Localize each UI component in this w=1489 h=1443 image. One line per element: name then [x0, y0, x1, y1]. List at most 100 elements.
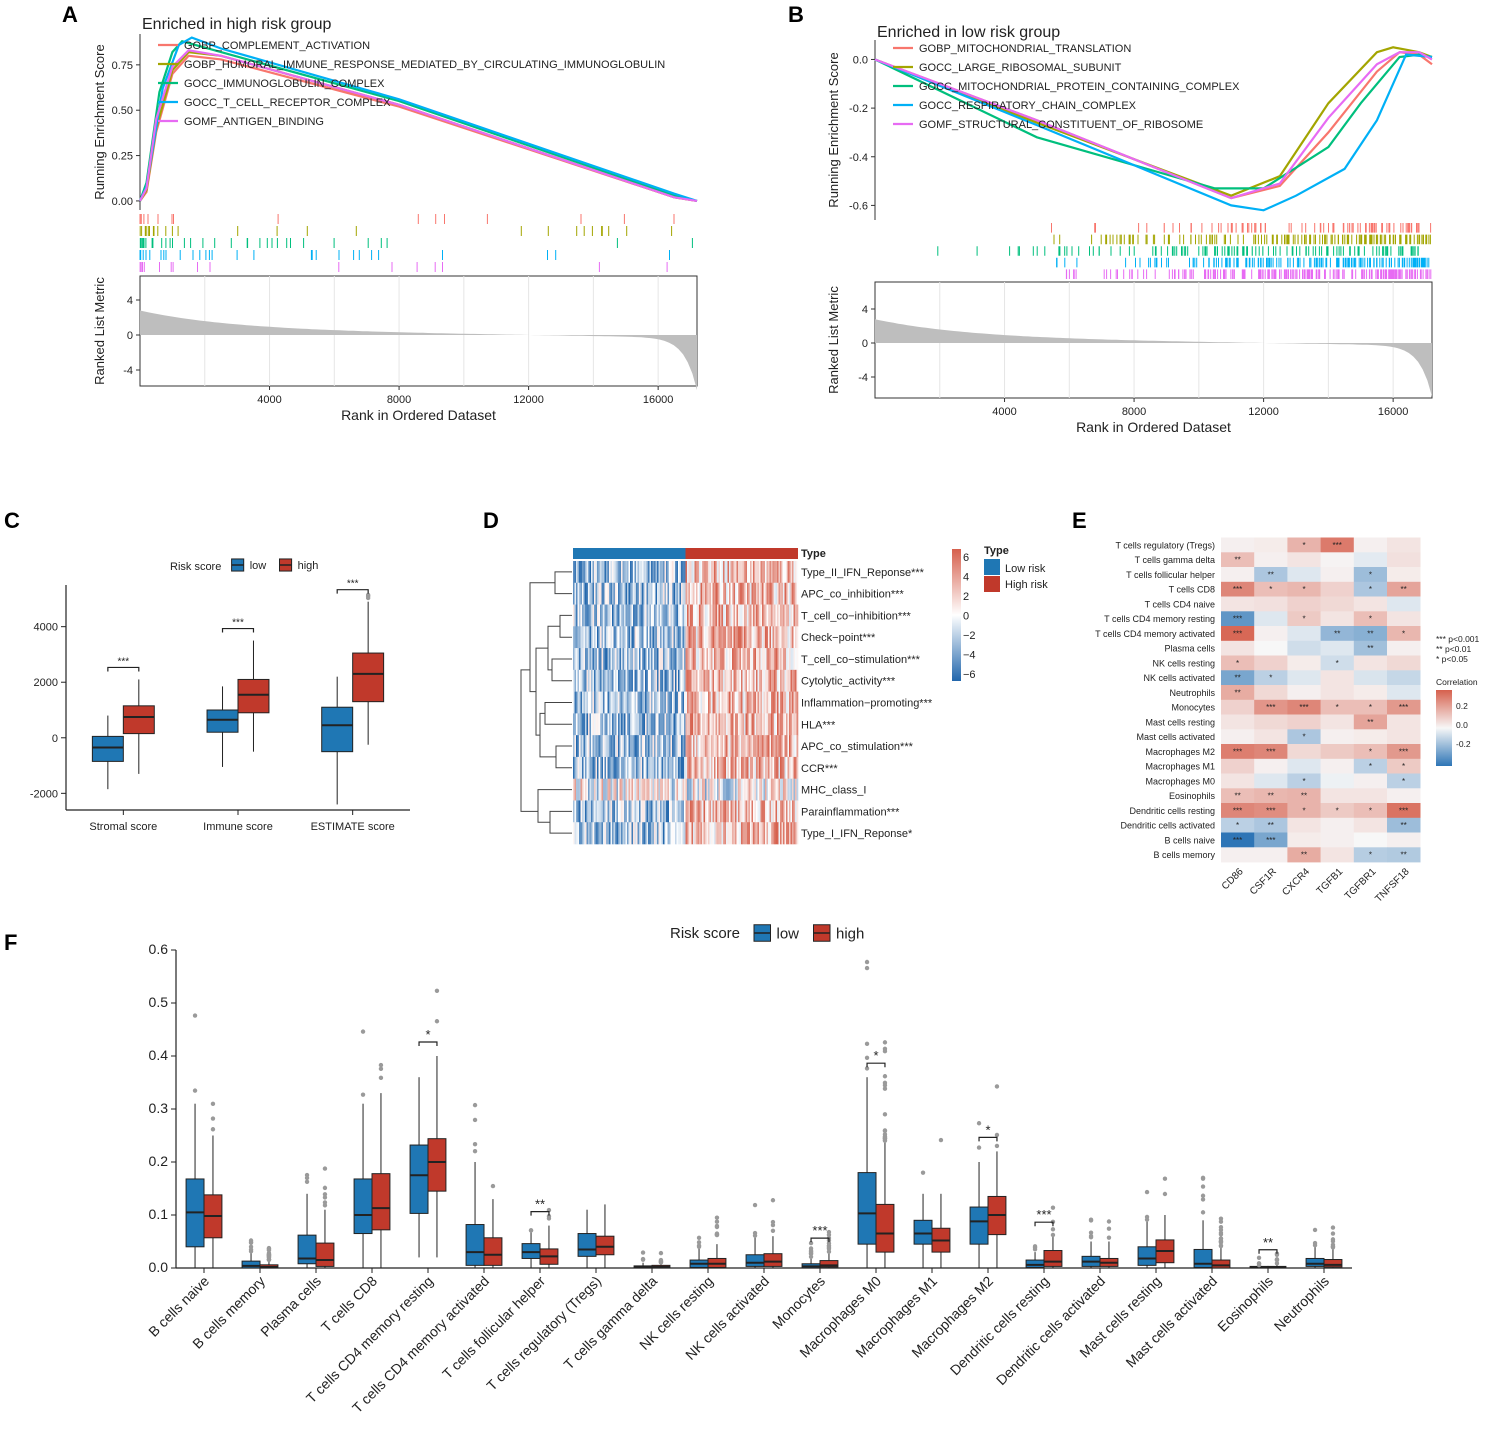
panel-d-cell-3-131 [769, 626, 772, 649]
panel-e-cell-12-4 [1353, 714, 1388, 730]
panel-d-cell-0-79 [691, 561, 694, 584]
panel-d-cell-10-77 [688, 778, 691, 801]
panel-d-cell-9-48 [645, 756, 647, 779]
panel-d-cell-7-95 [715, 713, 718, 736]
panel-d-cell-8-49 [646, 735, 649, 758]
panel-d-cell-10-90 [708, 778, 710, 801]
panel-d-cell-7-106 [732, 713, 734, 736]
panel-e-cell-15-1 [1254, 758, 1288, 774]
panel-d-cell-11-70 [678, 800, 680, 823]
panel-d-cell-8-70 [678, 735, 680, 758]
panel-d-cell-2-71 [679, 604, 682, 627]
panel-e-cell-15-4 [1353, 758, 1388, 774]
panel-e-cell-6-2 [1287, 626, 1321, 642]
panel-e-cell-19-1 [1254, 817, 1288, 833]
panel-d-cell-2-20 [603, 604, 605, 627]
panel-d-cell-11-40 [633, 800, 635, 823]
panel-d-cell-3-64 [669, 626, 671, 649]
panel-d-cell-11-139 [781, 800, 784, 823]
panel-d-cell-1-18 [600, 582, 602, 605]
panel-d-cell-11-78 [690, 800, 692, 823]
panel-d-cell-0-143 [787, 561, 790, 584]
panel-d-cell-9-119 [751, 756, 754, 779]
panel-d-cell-3-43 [637, 626, 640, 649]
panel-d-cell-2-109 [736, 604, 739, 627]
panel-d-cell-9-36 [627, 756, 629, 779]
panel-d-cell-9-11 [589, 756, 592, 779]
panel-d-cell-2-99 [721, 604, 724, 627]
panel-e-legend-tick-0: 0.2 [1456, 701, 1468, 711]
panel-d-color-legend-label-5: −4 [963, 650, 976, 662]
panel-d-cell-4-33 [622, 648, 625, 671]
panel-d-cell-9-112 [741, 756, 743, 779]
panel-d-cell-1-147 [793, 582, 796, 605]
panel-d-cell-4-107 [733, 648, 736, 671]
panel-d-cell-5-102 [726, 669, 728, 692]
panel-d-cell-2-17 [598, 604, 601, 627]
panel-d-cell-3-34 [624, 626, 626, 649]
panel-d-cell-12-120 [753, 822, 755, 845]
panel-d-cell-9-64 [669, 756, 671, 779]
panel-d-cell-3-38 [630, 626, 632, 649]
panel-d-cell-4-51 [649, 648, 652, 671]
panel-d-cell-2-116 [747, 604, 749, 627]
panel-d-cell-8-48 [645, 735, 647, 758]
panel-d-cell-4-46 [642, 648, 644, 671]
panel-d-cell-7-10 [588, 713, 590, 736]
panel-c-sig-label-1: *** [232, 618, 244, 629]
panel-d-cell-4-123 [757, 648, 760, 671]
panel-d-cell-8-114 [744, 735, 746, 758]
panel-e-star-6-4: ** [1367, 629, 1373, 638]
panel-d-cell-3-33 [622, 626, 625, 649]
panel-d-cell-4-139 [781, 648, 784, 671]
panel-f-outlier-0-high-2 [210, 1127, 216, 1132]
panel-e-cell-13-5 [1387, 729, 1421, 745]
panel-e-row-label-6: T cells CD4 memory activated [1095, 629, 1215, 639]
panel-d-cell-4-45 [640, 648, 643, 671]
panel-d-cell-8-76 [687, 735, 689, 758]
panel-d-legend-title: Type [984, 545, 1009, 557]
panel-e-cell-5-0 [1221, 611, 1255, 627]
panel-f-outlier-18-high-9 [1218, 1227, 1224, 1233]
panel-d-cell-7-72 [681, 713, 683, 736]
panel-d-cell-10-85 [700, 778, 703, 801]
panel-d-cell-11-74 [684, 800, 686, 823]
panel-e-star-9-1: * [1269, 674, 1272, 683]
panel-d-cell-1-20 [603, 582, 605, 605]
panel-d-cell-8-19 [601, 735, 604, 758]
panel-d-cell-7-114 [744, 713, 746, 736]
panel-a-gsea-high-risk: 0.000.250.500.75GOBP_COMPLEMENT_ACTIVATI… [92, 16, 698, 423]
panel-d-cell-2-106 [732, 604, 734, 627]
panel-d-cell-8-78 [690, 735, 692, 758]
panel-d-cell-9-145 [790, 756, 793, 779]
panel-d-cell-3-137 [778, 626, 781, 649]
panel-d-cell-11-13 [592, 800, 595, 823]
panel-d-cell-1-61 [664, 582, 667, 605]
panel-d-cell-4-116 [747, 648, 749, 671]
panel-d-cell-10-89 [706, 778, 709, 801]
panel-d-cell-6-121 [754, 691, 757, 714]
panel-f-outlier-10-high-2 [770, 1198, 776, 1203]
panel-c-category-label-2: ESTIMATE score [311, 821, 395, 833]
panel-f-outlier-1-low-3 [248, 1249, 254, 1254]
panel-d-cell-5-34 [624, 669, 626, 692]
panel-d-cell-0-51 [649, 561, 652, 584]
panel-d-cell-0-147 [793, 561, 796, 584]
panel-f-outlier-0-low-1 [192, 1088, 198, 1093]
panel-d-cell-2-50 [648, 604, 650, 627]
panel-d-cell-8-127 [763, 735, 766, 758]
panel-d-cell-3-9 [586, 626, 589, 649]
panel-d-cell-1-122 [756, 582, 758, 605]
panel-e-star-2-1: ** [1268, 570, 1274, 579]
panel-d-cell-9-22 [606, 756, 608, 779]
panel-d-cell-10-55 [655, 778, 658, 801]
panel-d-cell-2-145 [790, 604, 793, 627]
panel-d-cell-9-9 [586, 756, 589, 779]
panel-d-cell-6-11 [589, 691, 592, 714]
panel-e-cell-17-4 [1353, 788, 1388, 804]
panel-d-cell-10-108 [735, 778, 737, 801]
panel-d-cell-10-127 [763, 778, 766, 801]
panel-f-outlier-12-high-11 [882, 1046, 888, 1052]
panel-d-cell-7-67 [673, 713, 676, 736]
panel-d-cell-12-89 [706, 822, 709, 845]
